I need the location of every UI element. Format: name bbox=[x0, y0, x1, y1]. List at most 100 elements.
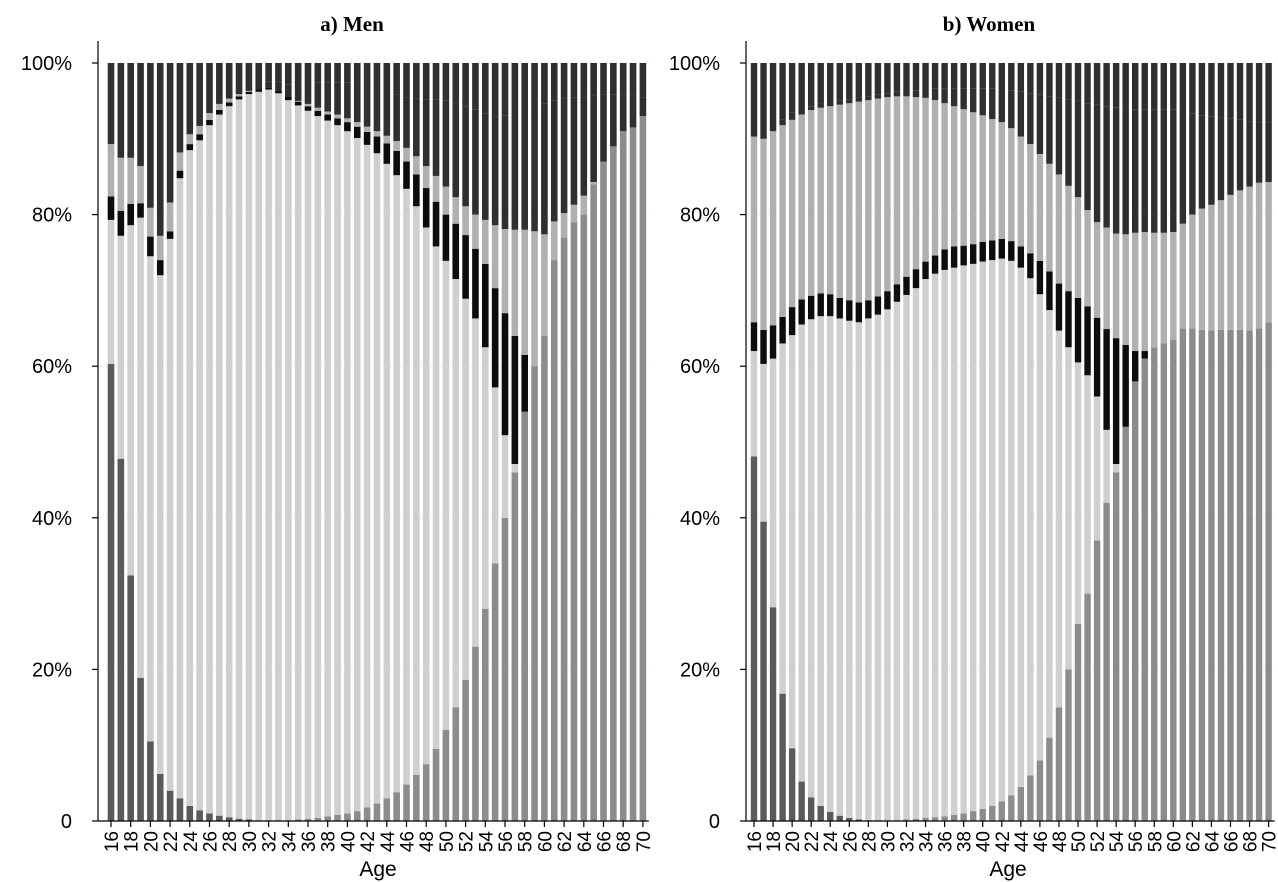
bar-segment-women-age-40-layer-5 bbox=[979, 115, 986, 242]
bar-segment-men-age-40-layer-4 bbox=[344, 122, 351, 132]
bar-segment-men-age-29-layer-1 bbox=[235, 818, 243, 821]
bar-segment-men-age-28-layer-1 bbox=[225, 817, 233, 821]
bar-segment-women-age-30-layer-5 bbox=[884, 97, 891, 292]
bar-segment-men-age-30-layer-3 bbox=[245, 94, 253, 820]
bar-segment-men-age-29-layer-4 bbox=[235, 96, 243, 100]
bar-segment-men-age-25-layer-3 bbox=[196, 140, 203, 811]
bar-segment-women-age-31-layer-3 bbox=[893, 301, 901, 821]
bar-segment-women-age-20-top bbox=[788, 63, 796, 113]
bar-segment-men-age-48-layer-3 bbox=[422, 227, 430, 765]
bar-segment-women-age-70-layer-5 bbox=[1265, 182, 1272, 323]
y-tick-label-women-0: 0 bbox=[709, 811, 720, 833]
bar-segment-women-age-54-layer-3 bbox=[1112, 463, 1120, 473]
bar-segment-women-age-39-layer-3 bbox=[969, 263, 977, 812]
bar-segment-women-age-41-layer-5 bbox=[989, 119, 996, 241]
y-tick-label-women-20: 20% bbox=[680, 659, 720, 681]
x-tick-label-women-50: 50 bbox=[1069, 831, 1090, 852]
bar-segment-men-age-29-top bbox=[235, 63, 243, 95]
bar-segment-women-age-22-layer-6 bbox=[807, 106, 815, 110]
bar-segment-men-age-45-layer-2 bbox=[393, 792, 400, 821]
bar-segment-women-age-25-layer-4 bbox=[836, 297, 843, 319]
bar-segment-men-age-20-layer-1 bbox=[147, 741, 154, 821]
x-tick-label-women-66: 66 bbox=[1222, 831, 1243, 852]
bar-segment-men-age-51-layer-6 bbox=[452, 102, 460, 198]
bar-segment-men-age-20-top bbox=[147, 63, 154, 208]
bar-segment-men-age-66-layer-6 bbox=[600, 94, 607, 162]
y-tick-label-women-40: 40% bbox=[680, 508, 720, 530]
bar-segment-men-age-17-layer-1 bbox=[117, 458, 125, 821]
bar-segment-women-age-34-top bbox=[922, 63, 929, 90]
bar-segment-men-age-45-layer-5 bbox=[393, 141, 400, 151]
bar-segment-women-age-45-layer-3 bbox=[1027, 278, 1034, 776]
bar-segment-men-age-22-layer-5 bbox=[166, 202, 174, 232]
bar-segment-men-age-50-layer-6 bbox=[442, 100, 450, 187]
bar-segment-men-age-52-top bbox=[462, 63, 469, 107]
bar-segment-women-age-67-layer-5 bbox=[1236, 190, 1244, 330]
x-tick-label-women-22: 22 bbox=[802, 831, 823, 852]
bar-segment-men-age-21-layer-5 bbox=[156, 235, 164, 261]
bar-segment-men-age-40-top bbox=[344, 63, 351, 83]
bar-segment-men-age-26-layer-1 bbox=[206, 813, 213, 821]
bar-segment-women-age-48-layer-4 bbox=[1055, 283, 1063, 331]
bar-segment-women-age-24-layer-1 bbox=[827, 811, 834, 821]
bar-segment-men-age-40-layer-6 bbox=[344, 82, 351, 119]
bar-segment-women-age-46-layer-3 bbox=[1036, 294, 1044, 761]
bar-segment-women-age-68-top bbox=[1246, 63, 1253, 122]
x-axis-women: 1618202224262830323436384042444648505254… bbox=[745, 820, 1278, 852]
bar-segment-men-age-47-layer-6 bbox=[413, 98, 420, 157]
bar-segment-women-age-49-layer-2 bbox=[1065, 669, 1072, 821]
bar-segment-women-age-38-layer-4 bbox=[960, 245, 967, 266]
bar-segment-men-age-23-layer-5 bbox=[176, 152, 184, 171]
bar-segment-women-age-52-layer-3 bbox=[1093, 396, 1101, 541]
bar-segment-women-age-24-layer-5 bbox=[827, 106, 834, 295]
x-tick-label-women-46: 46 bbox=[1031, 831, 1052, 852]
bar-segment-women-age-58-layer-6 bbox=[1151, 109, 1158, 233]
bar-segment-women-age-70-layer-2 bbox=[1265, 322, 1272, 821]
bar-segment-men-age-46-layer-6 bbox=[403, 97, 410, 148]
bar-segment-women-age-66-layer-6 bbox=[1227, 118, 1234, 195]
bar-segment-men-age-58-layer-4 bbox=[521, 354, 528, 412]
bar-segment-men-age-47-layer-4 bbox=[413, 174, 420, 207]
bar-segment-men-age-27-layer-5 bbox=[216, 103, 223, 110]
bar-segment-men-age-64-layer-6 bbox=[580, 97, 588, 196]
bar-segment-men-age-56-layer-2 bbox=[501, 517, 509, 821]
bar-segment-men-age-23-layer-1 bbox=[176, 798, 184, 821]
bar-segment-women-age-30-layer-4 bbox=[884, 291, 891, 310]
bar-segment-men-age-32-top bbox=[265, 63, 272, 82]
bar-segment-men-age-63-layer-5 bbox=[570, 204, 578, 223]
bar-segment-men-age-17-top bbox=[117, 63, 125, 158]
bar-segment-women-age-46-layer-2 bbox=[1036, 760, 1044, 821]
x-tick-label-women-62: 62 bbox=[1183, 831, 1204, 852]
x-tick-label-men-62: 62 bbox=[555, 831, 576, 852]
bar-segment-women-age-56-layer-5 bbox=[1132, 232, 1139, 352]
bar-segment-men-age-53-layer-5 bbox=[472, 214, 479, 249]
bar-segment-men-age-56-layer-5 bbox=[501, 229, 509, 314]
bar-segment-women-age-52-layer-6 bbox=[1093, 104, 1101, 223]
bar-segment-women-age-34-layer-4 bbox=[922, 261, 929, 280]
bar-segment-women-age-55-layer-2 bbox=[1122, 426, 1129, 821]
bar-segment-men-age-31-layer-6 bbox=[255, 84, 263, 90]
bar-segment-women-age-59-layer-6 bbox=[1160, 109, 1167, 233]
bar-segment-men-age-37-layer-4 bbox=[314, 110, 322, 117]
bar-segment-women-age-57-top bbox=[1141, 63, 1148, 110]
bar-segment-women-age-55-layer-5 bbox=[1122, 234, 1129, 345]
bar-segment-men-age-50-top bbox=[442, 63, 450, 101]
x-tick-label-men-40: 40 bbox=[338, 831, 359, 852]
bar-segment-men-age-38-layer-2 bbox=[324, 816, 331, 821]
bar-segment-men-age-62-layer-2 bbox=[560, 237, 568, 822]
bar-segment-women-age-50-layer-4 bbox=[1074, 297, 1082, 363]
bar-segment-women-age-21-layer-1 bbox=[798, 781, 805, 821]
bar-segment-men-age-51-layer-2 bbox=[452, 707, 460, 821]
bar-segment-men-age-16-top bbox=[107, 63, 115, 145]
bar-segment-women-age-27-layer-3 bbox=[855, 322, 863, 820]
bar-segment-men-age-49-layer-3 bbox=[432, 246, 440, 749]
bar-segment-men-age-44-layer-2 bbox=[383, 798, 391, 821]
bar-segment-men-age-44-layer-6 bbox=[383, 91, 391, 136]
bar-segment-men-age-42-layer-5 bbox=[363, 126, 371, 132]
bar-segment-women-age-27-layer-5 bbox=[855, 101, 863, 303]
bar-segment-men-age-38-layer-4 bbox=[324, 114, 331, 121]
bar-segment-men-age-30-layer-4 bbox=[245, 91, 253, 95]
bar-segment-women-age-53-layer-2 bbox=[1103, 502, 1110, 821]
panel-title-men: a) Men bbox=[320, 12, 384, 36]
bar-segment-men-age-54-layer-2 bbox=[482, 608, 489, 821]
